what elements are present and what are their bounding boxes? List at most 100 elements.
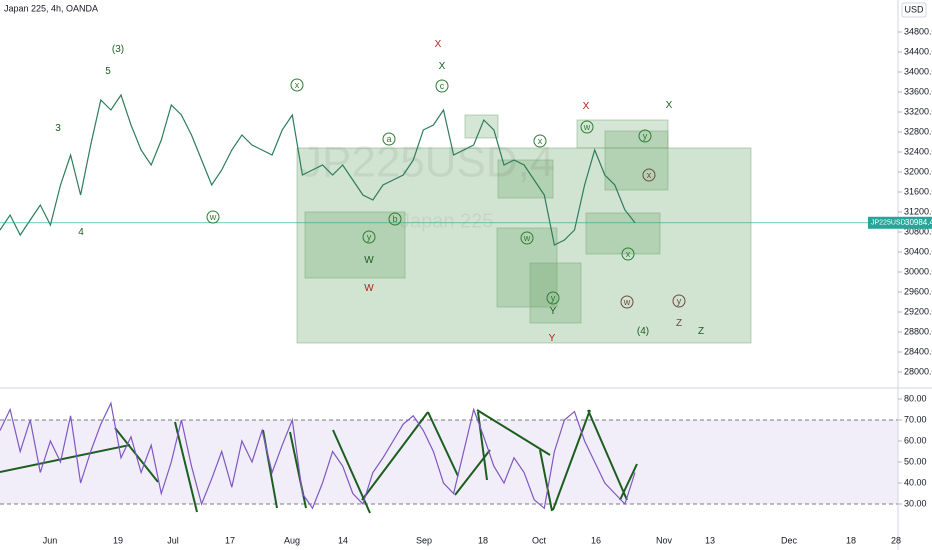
wave-circle <box>672 294 686 308</box>
wave-label: x <box>295 80 300 90</box>
y-tick-label: 50.00 <box>904 456 927 466</box>
wave-label: x <box>626 249 631 259</box>
wave-label: w <box>583 122 591 132</box>
x-tick-label: Dec <box>781 535 798 545</box>
price-line <box>0 401 636 510</box>
x-tick-label: 18 <box>478 535 488 545</box>
wave-label: X <box>666 100 673 111</box>
wave-label: b <box>392 214 397 224</box>
wave-label: (4) <box>637 326 649 337</box>
wave-label: c <box>440 81 445 91</box>
y-tick-label: 33600.0 <box>904 86 932 96</box>
x-tick-label: Sep <box>416 535 432 545</box>
y-tick-label: 32000.0 <box>904 166 932 176</box>
wave-circle <box>580 120 594 134</box>
wave-circle <box>290 78 304 92</box>
wave-label: 4 <box>78 227 84 238</box>
trendlines <box>0 409 638 514</box>
wave-label: x <box>647 170 652 180</box>
y-tick-label: 60.00 <box>904 435 927 445</box>
trendline <box>539 449 553 512</box>
y-tick-label: 28400.0 <box>904 346 932 356</box>
y-tick-label: 29200.0 <box>904 306 932 316</box>
y-tick-label: 31200.0 <box>904 206 932 216</box>
y-tick-label: 28000.0 <box>904 366 932 376</box>
trendline <box>587 409 628 501</box>
x-tick-label: 16 <box>591 535 601 545</box>
zone <box>497 159 554 199</box>
trendline <box>477 411 488 481</box>
y-tick-label: 28800.0 <box>904 326 932 336</box>
y-tick-label: 32400.0 <box>904 146 932 156</box>
series-name: JP225USD <box>871 220 906 227</box>
wave-label: (3) <box>112 44 124 55</box>
wave-circle <box>621 247 635 261</box>
trendline <box>361 411 429 501</box>
wave-circle <box>435 79 449 93</box>
wave-circle <box>388 212 402 226</box>
y-tick-label: 34400.0 <box>904 46 932 56</box>
wave-label: Y <box>550 306 557 317</box>
wave-label: X <box>583 101 590 112</box>
y-tick-label: 80.00 <box>904 393 927 403</box>
zones <box>296 114 752 344</box>
x-tick-label: 17 <box>225 535 235 545</box>
y-tick-label: 30800.0 <box>904 226 932 236</box>
x-tick-label: Nov <box>656 535 673 545</box>
wave-circle <box>520 231 534 245</box>
y-tick-label: 30000.0 <box>904 266 932 276</box>
y-tick-label: 31600.0 <box>904 186 932 196</box>
y-tick-label: 30.00 <box>904 498 927 508</box>
wave-circle <box>546 291 560 305</box>
zone <box>296 147 752 344</box>
y-tick-label: 29600.0 <box>904 286 932 296</box>
x-tick-label: 14 <box>338 535 348 545</box>
y-tick-label: 34000.0 <box>904 66 932 76</box>
y-tick-label: 30400.0 <box>904 246 932 256</box>
wave-label: Y <box>549 333 556 344</box>
y-tick-label: 33200.0 <box>904 106 932 116</box>
y-tick-label: 32800.0 <box>904 126 932 136</box>
y-tick-label: 40.00 <box>904 477 927 487</box>
wave-circle <box>362 230 376 244</box>
y-tick-label: 34800.0 <box>904 26 932 36</box>
trendline <box>0 444 131 473</box>
zone <box>585 212 661 255</box>
wave-label: 5 <box>105 66 111 77</box>
wave-circle <box>533 134 547 148</box>
x-tick-label: Oct <box>532 535 547 545</box>
wave-circle <box>206 210 220 224</box>
watermark: JP225USD,4 <box>300 138 554 187</box>
last-price-label: 30984.4 <box>905 218 932 227</box>
wave-label: Z <box>698 326 704 337</box>
wave-label: 3 <box>55 123 61 134</box>
wave-label: w <box>209 212 217 222</box>
y-tick-label: 70.00 <box>904 414 927 424</box>
wave-circle <box>382 132 396 146</box>
wave-label: w <box>523 233 531 243</box>
zone <box>496 227 558 308</box>
wave-label: X <box>435 39 442 50</box>
currency: USD <box>904 4 924 14</box>
trendline <box>427 411 459 477</box>
rsi-band <box>0 420 898 504</box>
wave-label: y <box>367 232 372 242</box>
wave-label: W <box>364 283 374 294</box>
x-tick-label: 28 <box>891 535 901 545</box>
trendline <box>619 463 638 501</box>
x-tick-label: Aug <box>284 535 300 545</box>
x-tick-label: 19 <box>113 535 123 545</box>
wave-label: w <box>623 297 631 307</box>
wave-label: Z <box>676 318 682 329</box>
wave-label: x <box>538 136 543 146</box>
x-tick-label: Jun <box>43 535 58 545</box>
wave-label: y <box>677 296 682 306</box>
currency-box <box>901 2 927 18</box>
wave-label: y <box>551 293 556 303</box>
wave-circle <box>638 129 652 143</box>
wave-label: y <box>643 131 648 141</box>
trendline <box>174 421 198 513</box>
wave-label: W <box>364 255 374 266</box>
trendline <box>552 409 591 511</box>
